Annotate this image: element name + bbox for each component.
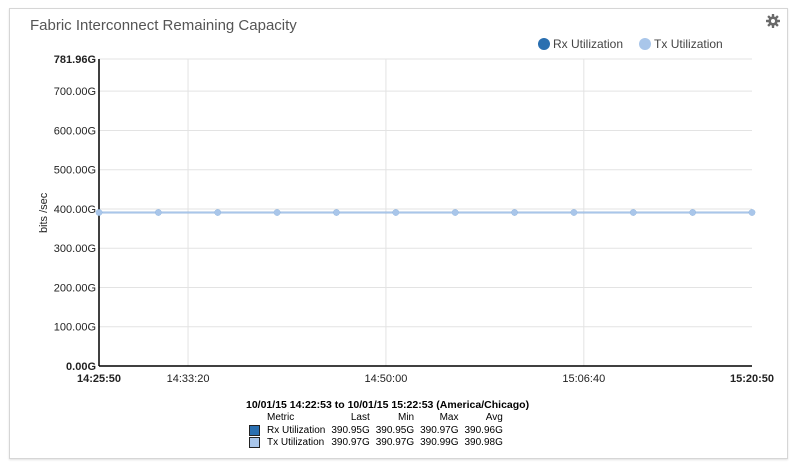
data-point-tx — [451, 209, 459, 216]
y-tick-label: 600.00G — [54, 125, 96, 137]
time-range-label: 10/01/15 14:22:53 to 10/01/15 15:22:53 (… — [246, 399, 530, 411]
x-tick-label: 15:20:50 — [730, 373, 774, 385]
summary-header-metric: Metric — [267, 412, 295, 423]
chart-legend: Rx Utilization Tx Utilization — [538, 37, 723, 51]
summary-max: 390.97G — [420, 424, 459, 436]
summary-table: 10/01/15 14:22:53 to 10/01/15 15:22:53 (… — [246, 399, 529, 450]
summary-min: 390.95G — [375, 424, 415, 436]
gear-icon[interactable] — [765, 13, 781, 29]
y-tick-label: 400.00G — [54, 204, 96, 216]
data-point-tx — [689, 209, 696, 216]
legend-item-tx[interactable]: Tx Utilization — [639, 37, 723, 51]
x-tick-label: 15:06:40 — [562, 373, 605, 385]
y-tick-label: 700.00G — [54, 86, 96, 98]
summary-header-row: Metric Last Min Max Avg — [246, 412, 506, 425]
summary-last: 390.97G — [331, 437, 370, 449]
data-point-tx — [155, 209, 162, 216]
data-point-tx — [333, 209, 340, 216]
data-point-tx — [95, 209, 103, 216]
summary-header-min: Min — [397, 412, 415, 423]
summary-row-rx: Rx Utilization 390.95G 390.95G 390.97G 3… — [246, 424, 506, 438]
x-tick-label: 14:25:50 — [77, 373, 121, 385]
panel-title: Fabric Interconnect Remaining Capacity — [30, 17, 297, 34]
summary-min: 390.97G — [375, 437, 415, 449]
data-point-tx — [630, 209, 637, 216]
x-tick-label: 14:50:00 — [365, 373, 408, 385]
data-point-tx — [214, 209, 221, 216]
chart-panel — [9, 8, 788, 459]
y-tick-label: 0.00G — [66, 361, 96, 373]
legend-marker-tx — [639, 38, 652, 50]
summary-max: 390.99G — [420, 437, 459, 449]
swatch-rx — [249, 424, 260, 436]
data-point-tx — [570, 209, 578, 216]
data-point-tx — [511, 209, 518, 216]
summary-metric: Tx Utilization — [267, 437, 325, 449]
legend-label-tx: Tx Utilization — [654, 37, 723, 51]
x-tick-label: 14:33:20 — [167, 373, 210, 385]
summary-avg: 390.96G — [464, 424, 503, 436]
summary-header-max: Max — [439, 412, 459, 423]
y-tick-label: 200.00G — [54, 282, 96, 294]
y-tick-label: 500.00G — [54, 165, 96, 177]
swatch-tx — [249, 437, 260, 449]
summary-header-last: Last — [350, 412, 370, 423]
y-tick-label: 100.00G — [54, 322, 96, 334]
legend-marker-rx — [538, 38, 550, 50]
summary-row-tx: Tx Utilization 390.97G 390.97G 390.99G 3… — [246, 437, 506, 450]
data-point-tx — [273, 209, 281, 216]
y-tick-label: 781.96G — [54, 54, 96, 66]
legend-label-rx: Rx Utilization — [553, 37, 624, 51]
summary-avg: 390.98G — [464, 437, 503, 449]
legend-item-rx[interactable]: Rx Utilization — [538, 37, 623, 51]
data-point-tx — [392, 209, 400, 216]
summary-metric: Rx Utilization — [267, 424, 326, 436]
y-tick-label: 300.00G — [54, 243, 96, 255]
y-axis-label: bits /sec — [38, 192, 50, 233]
line-chart: 0.00G 100.00G 200.00G 300.00G 400.00G 500.00G… — [38, 54, 774, 385]
summary-header-avg: Avg — [485, 412, 503, 423]
data-point-tx — [748, 209, 756, 216]
summary-last: 390.95G — [331, 424, 370, 436]
